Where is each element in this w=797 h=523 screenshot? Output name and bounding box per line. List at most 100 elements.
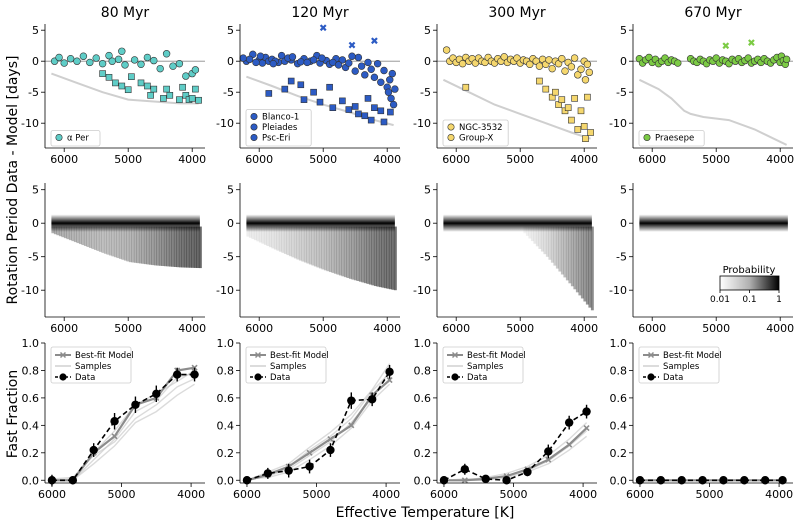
data-point xyxy=(351,67,359,75)
probability-cell xyxy=(528,226,532,239)
probability-cell xyxy=(363,226,367,284)
y-tick-label: -5 xyxy=(420,86,431,99)
scatter-panel: 80 Myr 6000 5000 4000 5 0 -5 -10 α Per xyxy=(21,5,206,166)
data-point xyxy=(73,57,81,65)
probability-cell xyxy=(196,226,200,269)
probability-cell xyxy=(570,226,574,287)
fraction-panel: 6000 5000 4000 0.0 0.2 0.4 0.6 0.8 1.0 Best-fit M… xyxy=(610,337,794,501)
data-point xyxy=(105,51,113,60)
data-point xyxy=(386,76,394,84)
probability-cell xyxy=(81,226,85,246)
x-tick-label: 6000 xyxy=(430,488,458,501)
probability-band xyxy=(443,214,592,232)
data-point xyxy=(169,62,177,70)
x-tick-label: 5000 xyxy=(303,488,331,501)
data-point xyxy=(252,58,260,67)
data-point xyxy=(571,95,578,102)
x-tick-label: 5000 xyxy=(114,322,142,335)
legend-label: Praesepe xyxy=(655,134,694,144)
x-tick-label: 6000 xyxy=(50,153,78,166)
probability-cell xyxy=(158,226,162,266)
data-point xyxy=(265,90,273,97)
probability-cell xyxy=(553,226,557,266)
legend-marker xyxy=(447,123,455,131)
probability-cell xyxy=(590,226,594,311)
colorbar-gradient xyxy=(719,275,780,291)
panel-title: 670 Myr xyxy=(684,5,742,21)
y-tick-label: 5 xyxy=(227,24,234,37)
data-point xyxy=(561,67,569,75)
data-point xyxy=(748,39,755,46)
probability-cell xyxy=(391,226,395,290)
data-point xyxy=(361,112,369,120)
probability-cell xyxy=(191,226,195,268)
probability-cell xyxy=(248,226,252,238)
data-point xyxy=(192,85,199,93)
panel-title: 120 Myr xyxy=(291,5,349,21)
data-point xyxy=(297,81,305,89)
probability-cell xyxy=(333,226,337,274)
data-point xyxy=(760,476,770,485)
data-point xyxy=(778,476,787,485)
data-point xyxy=(584,93,591,101)
probability-cell xyxy=(296,226,300,260)
x-tick-label: 5000 xyxy=(702,322,730,335)
y-tick-label: 0.8 xyxy=(217,364,235,377)
data-point xyxy=(545,56,553,64)
legend-label: Data xyxy=(663,373,683,383)
data-point xyxy=(150,56,158,65)
probability-cell xyxy=(533,226,537,244)
legend-marker xyxy=(55,134,63,142)
data-point xyxy=(130,56,139,64)
legend-label: Data xyxy=(75,373,95,383)
data-point xyxy=(334,61,343,69)
data-point xyxy=(68,476,78,485)
data-point xyxy=(355,110,362,118)
data-point xyxy=(373,59,382,68)
model-curve xyxy=(638,78,788,146)
data-point xyxy=(536,77,543,85)
data-point xyxy=(677,476,686,485)
data-point xyxy=(577,65,585,73)
probability-cell xyxy=(326,226,330,272)
y-tick-label: 0.0 xyxy=(414,474,432,487)
legend-label: Data xyxy=(270,373,290,383)
y-tick-label: 0 xyxy=(424,217,431,230)
probability-cell xyxy=(83,226,87,247)
x-tick-label: 4000 xyxy=(766,153,794,166)
probability-cell xyxy=(128,226,132,263)
data-point xyxy=(191,66,200,74)
data-point xyxy=(635,476,645,485)
legend-marker xyxy=(254,373,262,381)
data-point xyxy=(287,77,295,85)
probability-band xyxy=(639,214,788,232)
data-point xyxy=(92,54,100,62)
legend-marker xyxy=(647,373,655,381)
y-tick-label: 0 xyxy=(227,55,234,68)
data-point xyxy=(108,57,116,65)
probability-cell xyxy=(543,226,547,255)
x-tick-label: 5000 xyxy=(500,488,528,501)
probability-cell xyxy=(298,226,302,261)
probability-cell xyxy=(366,226,370,284)
colorbar-tick-label: 0.01 xyxy=(710,295,730,305)
y-tick-label: 0.4 xyxy=(217,419,235,432)
data-point xyxy=(137,79,145,87)
probability-cell xyxy=(568,226,572,284)
data-point xyxy=(740,476,749,485)
y-tick-label: -5 xyxy=(28,86,39,99)
probability-cell xyxy=(336,226,340,275)
data-point xyxy=(176,96,183,103)
data-point xyxy=(357,62,366,70)
x-tick-label: 4000 xyxy=(766,322,794,335)
probability-cell xyxy=(321,226,325,270)
y-tick-label: 0 xyxy=(620,217,627,230)
scatter-panel: 120 Myr 6000 5000 4000 5 0 -5 -10 Blanco-1Pleiad… xyxy=(216,5,401,166)
data-point xyxy=(105,74,113,81)
data-point xyxy=(147,92,154,99)
x-tick-label: 4000 xyxy=(373,153,401,166)
y-axis-label-bottom: Fast Fraction xyxy=(5,370,21,458)
data-point xyxy=(79,52,88,60)
legend-label: Best-fit Model xyxy=(270,351,329,361)
x-tick-label: 6000 xyxy=(442,322,470,335)
